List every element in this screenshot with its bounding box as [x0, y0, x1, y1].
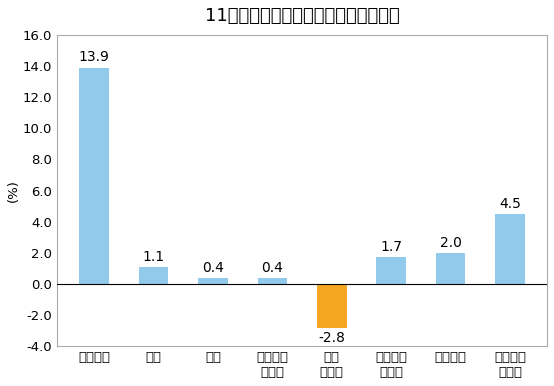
Text: 0.4: 0.4 [202, 261, 224, 274]
Bar [198, 278, 228, 284]
Text: 1.1: 1.1 [142, 250, 165, 264]
Title: 11月份居民消费价格分类别同比涨跌幅: 11月份居民消费价格分类别同比涨跌幅 [204, 7, 399, 25]
Bar [79, 68, 109, 284]
Bar [258, 278, 287, 284]
Text: 0.4: 0.4 [261, 261, 283, 274]
Bar [495, 214, 525, 284]
Bar [435, 253, 465, 284]
Text: 2.0: 2.0 [440, 236, 461, 250]
Text: -2.8: -2.8 [319, 331, 345, 345]
Text: 4.5: 4.5 [499, 197, 521, 211]
Bar [317, 284, 347, 327]
Bar [376, 257, 406, 284]
Y-axis label: (%): (%) [7, 179, 20, 202]
Text: 1.7: 1.7 [380, 240, 402, 254]
Bar [138, 267, 168, 284]
Text: 13.9: 13.9 [79, 51, 110, 64]
